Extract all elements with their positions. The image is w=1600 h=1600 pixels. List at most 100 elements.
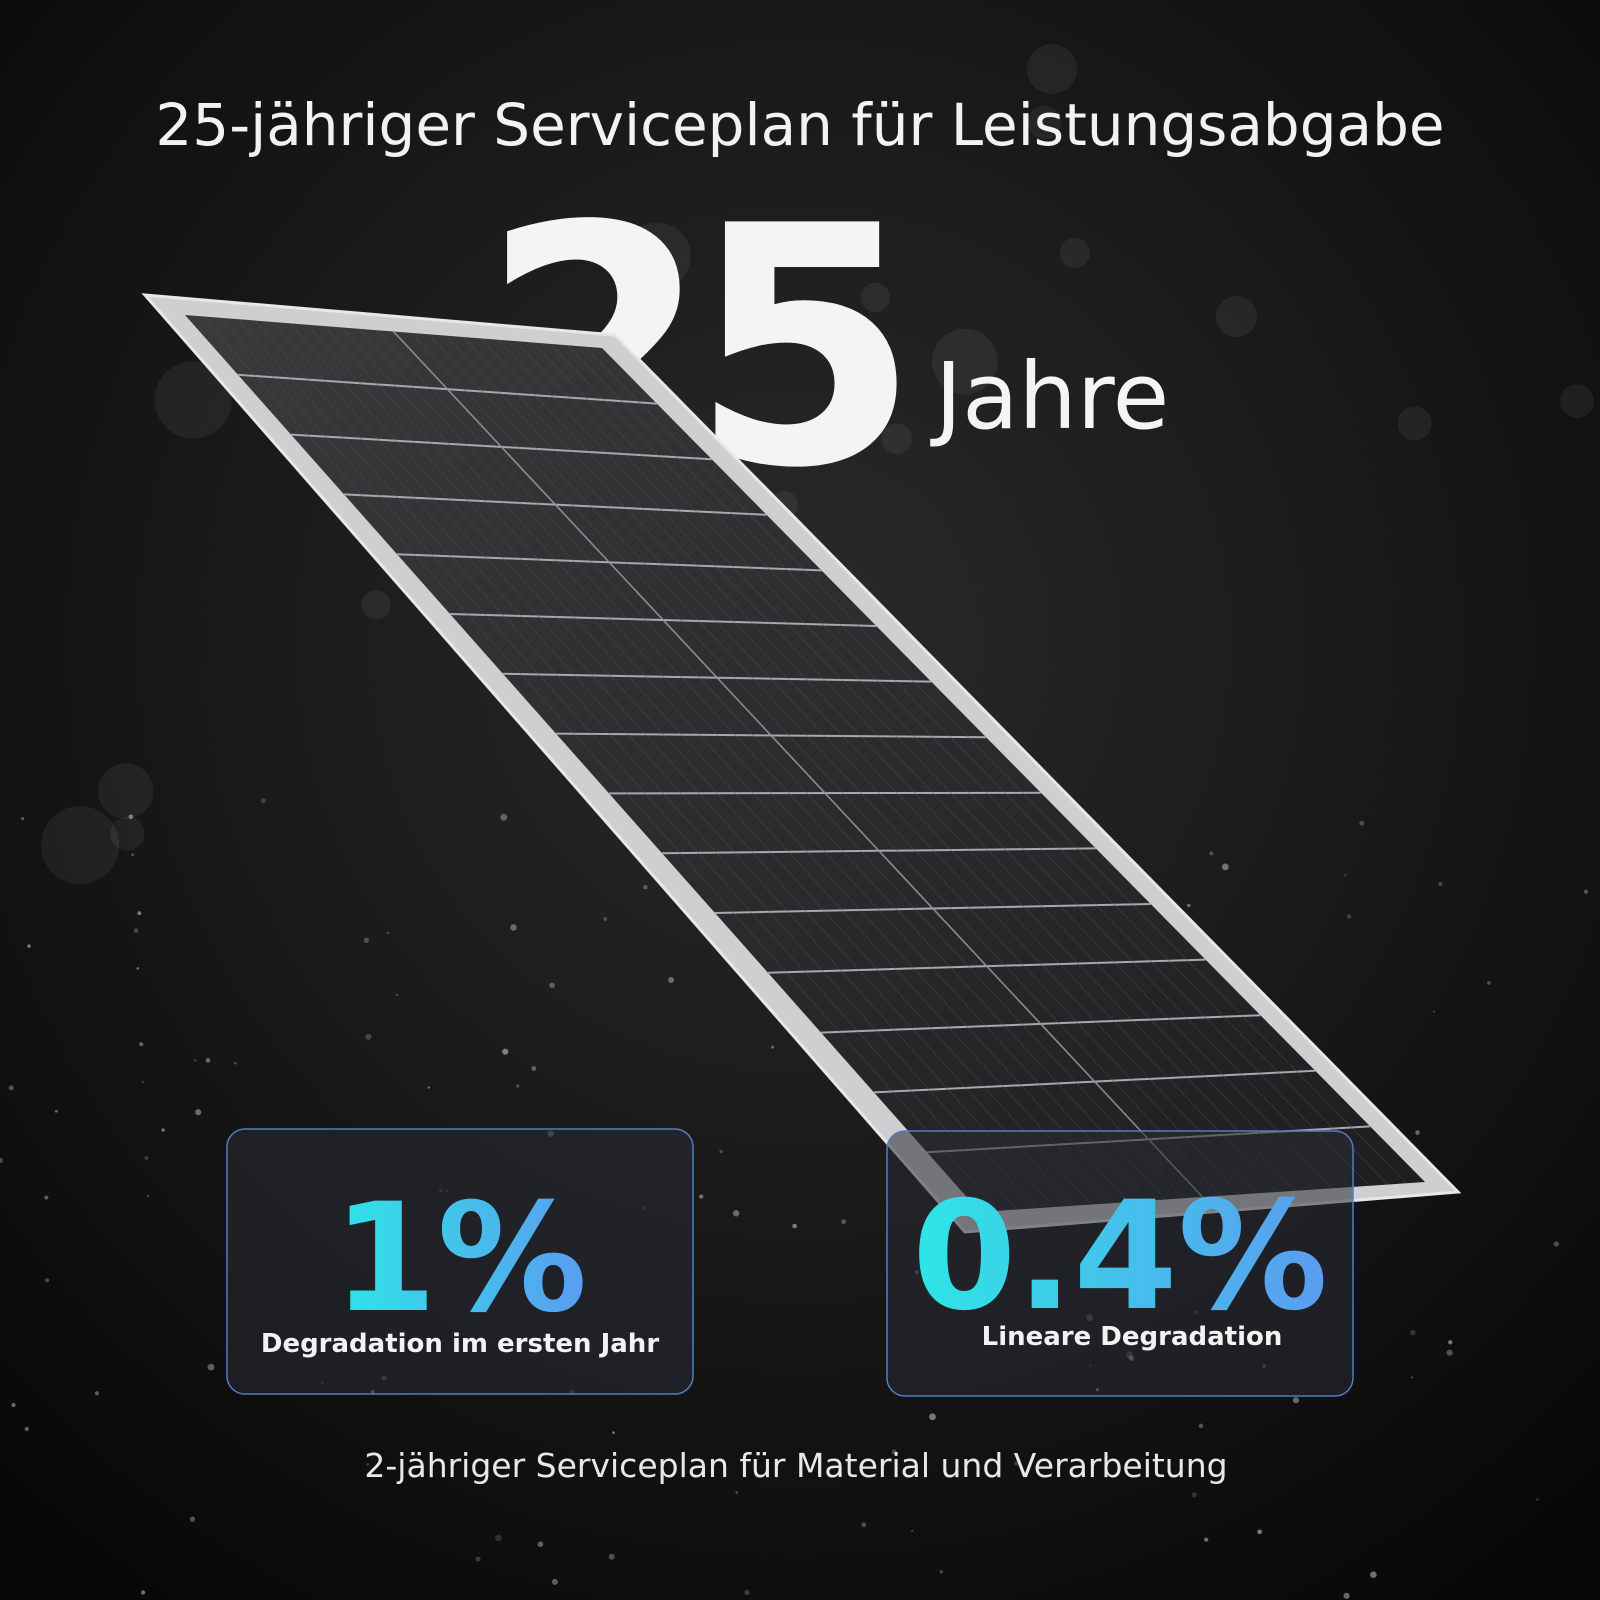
card bbox=[226, 1128, 694, 1395]
bokeh-dot bbox=[549, 982, 555, 989]
bokeh-dot bbox=[516, 1084, 520, 1088]
bokeh-dot bbox=[1359, 820, 1365, 826]
bokeh-dot bbox=[94, 1391, 100, 1396]
bokeh-dot bbox=[8, 1085, 14, 1091]
cell-finger bbox=[341, 327, 1148, 1201]
bokeh-dot bbox=[110, 816, 145, 851]
card-value: 1% bbox=[333, 1172, 588, 1346]
cell-finger bbox=[323, 325, 1129, 1203]
bokeh-dot bbox=[1448, 1340, 1453, 1345]
bokeh-dot bbox=[1187, 903, 1191, 908]
bokeh-dot bbox=[366, 1463, 370, 1466]
bokeh-dot bbox=[1059, 237, 1091, 268]
bokeh-dot bbox=[668, 976, 675, 983]
bokeh-dot bbox=[861, 1522, 867, 1528]
cell-finger bbox=[375, 329, 1185, 1199]
cell-finger bbox=[236, 318, 1036, 1209]
bokeh-dot bbox=[744, 1589, 750, 1596]
bokeh-dot bbox=[144, 1155, 149, 1160]
bokeh-dot bbox=[643, 885, 648, 890]
bokeh-dot bbox=[386, 931, 390, 935]
card-value: 0.4% bbox=[912, 1170, 1328, 1344]
bokeh-dot bbox=[1397, 406, 1432, 441]
bokeh-dot bbox=[195, 1109, 202, 1116]
bokeh-dot bbox=[44, 1195, 49, 1200]
bokeh-dot bbox=[500, 813, 508, 821]
bokeh-dot bbox=[133, 928, 139, 933]
bokeh-dot bbox=[1014, 1461, 1019, 1466]
bokeh-dot bbox=[207, 1363, 215, 1371]
bokeh-dot bbox=[194, 1059, 197, 1062]
bokeh-dot bbox=[54, 1109, 58, 1113]
cell-finger bbox=[271, 321, 1073, 1206]
cell-finger bbox=[219, 317, 1018, 1210]
cell-finger bbox=[306, 324, 1111, 1204]
bokeh-dot bbox=[1209, 851, 1214, 856]
bokeh-dot bbox=[1257, 1529, 1263, 1535]
bokeh-dot bbox=[427, 1086, 430, 1089]
bokeh-dot bbox=[732, 1210, 740, 1217]
cell-finger bbox=[532, 342, 1352, 1188]
bokeh-dot bbox=[161, 1128, 165, 1132]
bokeh-dot bbox=[551, 1578, 558, 1585]
bokeh-dot bbox=[770, 1045, 775, 1049]
bokeh-dot bbox=[41, 806, 120, 885]
bokeh-dot bbox=[1583, 889, 1589, 894]
bokeh-dot bbox=[154, 361, 232, 439]
bokeh-dot bbox=[1487, 981, 1491, 985]
bokeh-dot bbox=[365, 1033, 372, 1040]
bokeh-dot bbox=[45, 1278, 50, 1283]
bokeh-dot bbox=[147, 1194, 150, 1197]
bokeh-dot bbox=[1535, 1498, 1539, 1501]
cell-finger bbox=[289, 323, 1092, 1205]
bokeh-dot bbox=[260, 798, 266, 804]
bokeh-dot bbox=[1446, 1349, 1453, 1356]
bokeh-dot bbox=[502, 1048, 509, 1055]
bokeh-dot bbox=[140, 1590, 146, 1595]
bokeh-dot bbox=[1191, 1492, 1197, 1498]
bokeh-dot bbox=[11, 1402, 16, 1408]
cell-finger bbox=[254, 320, 1055, 1208]
bokeh-dot bbox=[1221, 863, 1229, 871]
cell-finger bbox=[428, 334, 1240, 1195]
bokeh-dot bbox=[860, 282, 890, 312]
bokeh-dot bbox=[1410, 1376, 1414, 1379]
bokeh-dot bbox=[141, 1080, 145, 1084]
bokeh-dot bbox=[531, 1066, 537, 1071]
cell-finger bbox=[445, 335, 1259, 1194]
bokeh-dot bbox=[929, 1413, 936, 1421]
bokeh-dot bbox=[24, 1426, 29, 1432]
bokeh-dot bbox=[363, 937, 370, 944]
bokeh-dot bbox=[475, 1556, 481, 1562]
cell-finger bbox=[393, 331, 1203, 1198]
cell-finger bbox=[202, 316, 999, 1211]
bokeh-dot bbox=[1027, 105, 1062, 140]
bokeh-dot bbox=[939, 1570, 943, 1574]
bokeh-dot bbox=[136, 967, 140, 970]
cell-finger bbox=[410, 332, 1222, 1196]
cell-finger bbox=[514, 340, 1333, 1189]
bokeh-dot bbox=[205, 1058, 211, 1063]
bokeh-dot bbox=[1346, 914, 1352, 919]
bokeh-dot bbox=[623, 222, 691, 290]
bokeh-dot bbox=[1198, 1423, 1204, 1429]
title: 25-jähriger Serviceplan für Leistungsabg… bbox=[155, 91, 1444, 159]
bokeh-dot bbox=[189, 1516, 196, 1522]
bokeh-dot bbox=[495, 1534, 502, 1542]
bokeh-dot bbox=[911, 1529, 914, 1532]
footer-note: 2-jähriger Serviceplan für Material und … bbox=[364, 1446, 1227, 1485]
bokeh-dot bbox=[612, 1431, 615, 1435]
cell-finger bbox=[497, 339, 1314, 1190]
bokeh-dot bbox=[1438, 881, 1443, 886]
bokeh-dot bbox=[792, 1223, 797, 1229]
bokeh-dot bbox=[735, 1491, 738, 1494]
bokeh-dot bbox=[1343, 1592, 1350, 1599]
bokeh-dot bbox=[361, 590, 391, 620]
solar-panel bbox=[141, 293, 1462, 1234]
bokeh-dot bbox=[131, 853, 135, 857]
bokeh-dot bbox=[891, 1449, 897, 1455]
card-label: Lineare Degradation bbox=[982, 1322, 1283, 1352]
cell-finger bbox=[358, 328, 1166, 1200]
